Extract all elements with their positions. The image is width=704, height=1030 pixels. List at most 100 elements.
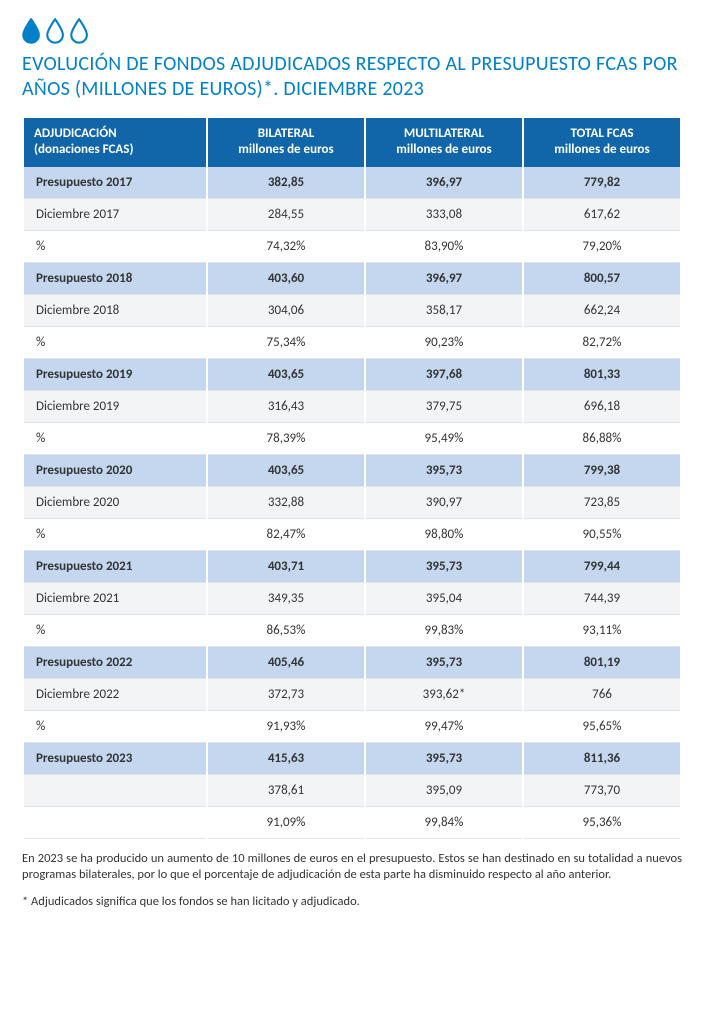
row-label: Presupuesto 2018 <box>24 263 206 295</box>
cell-value: 799,38 <box>524 455 680 487</box>
cell-value: 403,60 <box>208 263 364 295</box>
table-row: Diciembre 2018304,06358,17662,24 <box>24 295 680 327</box>
cell-value: 86,53% <box>208 615 364 647</box>
cell-value: 82,72% <box>524 327 680 359</box>
drop-icon <box>22 18 40 44</box>
row-label: Presupuesto 2019 <box>24 359 206 391</box>
row-label <box>24 775 206 807</box>
funds-table: ADJUDICACIÓN (donaciones FCAS) BILATERAL… <box>22 118 682 839</box>
row-label: Presupuesto 2020 <box>24 455 206 487</box>
table-row: Diciembre 2017284,55333,08617,62 <box>24 199 680 231</box>
header-line2: millones de euros <box>396 142 491 157</box>
row-label: Diciembre 2020 <box>24 487 206 519</box>
cell-value: 378,61 <box>208 775 364 807</box>
cell-value: 811,36 <box>524 743 680 775</box>
cell-value: 74,32% <box>208 231 364 263</box>
header-line1: MULTILATERAL <box>404 126 484 141</box>
header-line2: millones de euros <box>554 142 649 157</box>
cell-value: 316,43 <box>208 391 364 423</box>
row-label: % <box>24 327 206 359</box>
col-header-multilateral: MULTILATERAL millones de euros <box>366 118 522 167</box>
cell-value: 403,65 <box>208 455 364 487</box>
cell-value: 403,71 <box>208 551 364 583</box>
cell-value: 99,83% <box>366 615 522 647</box>
row-label: % <box>24 519 206 551</box>
cell-value: 415,63 <box>208 743 364 775</box>
cell-value: 333,08 <box>366 199 522 231</box>
table-row: 378,61395,09773,70 <box>24 775 680 807</box>
cell-value: 779,82 <box>524 167 680 199</box>
cell-value: 91,09% <box>208 807 364 839</box>
cell-value: 395,73 <box>366 455 522 487</box>
cell-value: 800,57 <box>524 263 680 295</box>
cell-value: 766 <box>524 679 680 711</box>
row-label: % <box>24 711 206 743</box>
cell-value: 801,19 <box>524 647 680 679</box>
drop-icon <box>70 18 88 44</box>
row-label: Diciembre 2022 <box>24 679 206 711</box>
cell-value: 79,20% <box>524 231 680 263</box>
table-row: Diciembre 2022372,73393,62*766 <box>24 679 680 711</box>
footnote-1: En 2023 se ha producido un aumento de 10… <box>22 851 682 885</box>
row-label: % <box>24 231 206 263</box>
cell-value: 396,97 <box>366 263 522 295</box>
table-row: Diciembre 2019316,43379,75696,18 <box>24 391 680 423</box>
table-row: %82,47%98,80%90,55% <box>24 519 680 551</box>
cell-value: 397,68 <box>366 359 522 391</box>
cell-value: 86,88% <box>524 423 680 455</box>
cell-value: 405,46 <box>208 647 364 679</box>
cell-value: 396,97 <box>366 167 522 199</box>
table-row: %78,39%95,49%86,88% <box>24 423 680 455</box>
table-row: Presupuesto 2021403,71395,73799,44 <box>24 551 680 583</box>
cell-value: 95,65% <box>524 711 680 743</box>
header-line1: ADJUDICACIÓN <box>34 126 117 141</box>
table-row: Presupuesto 2023415,63395,73811,36 <box>24 743 680 775</box>
header-line2: millones de euros <box>238 142 333 157</box>
page-title: EVOLUCIÓN DE FONDOS ADJUDICADOS RESPECTO… <box>22 52 682 102</box>
cell-value: 99,84% <box>366 807 522 839</box>
table-row: Presupuesto 2022405,46395,73801,19 <box>24 647 680 679</box>
table-row: Diciembre 2021349,35395,04744,39 <box>24 583 680 615</box>
col-header-bilateral: BILATERAL millones de euros <box>208 118 364 167</box>
cell-value: 382,85 <box>208 167 364 199</box>
header-line2: (donaciones FCAS) <box>34 142 134 157</box>
cell-value: 744,39 <box>524 583 680 615</box>
col-header-adjudicacion: ADJUDICACIÓN (donaciones FCAS) <box>24 118 206 167</box>
cell-value: 332,88 <box>208 487 364 519</box>
row-label: Presupuesto 2022 <box>24 647 206 679</box>
row-label: % <box>24 423 206 455</box>
row-label <box>24 807 206 839</box>
cell-value: 75,34% <box>208 327 364 359</box>
header-line1: TOTAL FCAS <box>570 126 633 141</box>
cell-value: 799,44 <box>524 551 680 583</box>
cell-value: 395,09 <box>366 775 522 807</box>
cell-value: 390,97 <box>366 487 522 519</box>
row-label: Presupuesto 2021 <box>24 551 206 583</box>
drop-icon <box>46 18 64 44</box>
cell-value: 801,33 <box>524 359 680 391</box>
row-label: Diciembre 2018 <box>24 295 206 327</box>
cell-value: 662,24 <box>524 295 680 327</box>
row-label: Diciembre 2021 <box>24 583 206 615</box>
table-row: Presupuesto 2020403,65395,73799,38 <box>24 455 680 487</box>
table-row: %86,53%99,83%93,11% <box>24 615 680 647</box>
cell-value: 349,35 <box>208 583 364 615</box>
table-body: Presupuesto 2017382,85396,97779,82Diciem… <box>24 167 680 839</box>
table-row: %74,32%83,90%79,20% <box>24 231 680 263</box>
cell-value: 93,11% <box>524 615 680 647</box>
table-row: Presupuesto 2017382,85396,97779,82 <box>24 167 680 199</box>
footnote-2: * Adjudicados significa que los fondos s… <box>22 894 682 911</box>
cell-value: 95,36% <box>524 807 680 839</box>
table-row: Presupuesto 2019403,65397,68801,33 <box>24 359 680 391</box>
table-header-row: ADJUDICACIÓN (donaciones FCAS) BILATERAL… <box>24 118 680 167</box>
cell-value: 95,49% <box>366 423 522 455</box>
header-line1: BILATERAL <box>258 126 315 141</box>
table-row: %91,93%99,47%95,65% <box>24 711 680 743</box>
row-label: Presupuesto 2017 <box>24 167 206 199</box>
cell-value: 773,70 <box>524 775 680 807</box>
cell-value: 98,80% <box>366 519 522 551</box>
cell-value: 723,85 <box>524 487 680 519</box>
cell-value: 90,23% <box>366 327 522 359</box>
cell-value: 395,73 <box>366 551 522 583</box>
table-row: %75,34%90,23%82,72% <box>24 327 680 359</box>
